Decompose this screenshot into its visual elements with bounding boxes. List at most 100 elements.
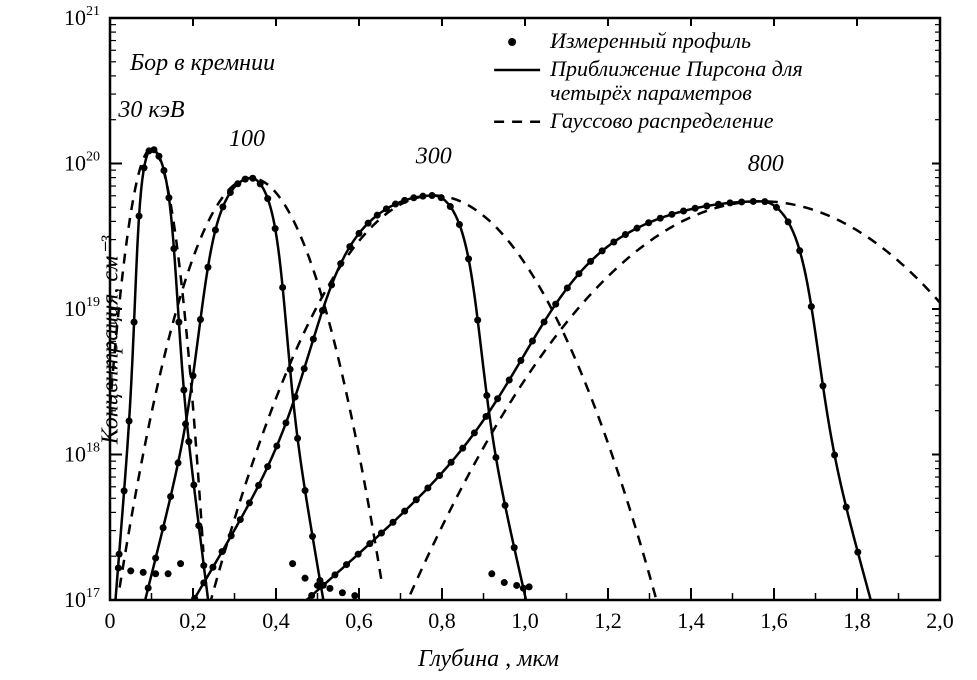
- data-point: [482, 413, 489, 420]
- data-point: [150, 146, 157, 153]
- data-point: [459, 445, 466, 452]
- data-point: [185, 438, 192, 445]
- data-point: [599, 247, 606, 254]
- data-point: [355, 551, 362, 558]
- data-point: [447, 203, 454, 210]
- data-point: [152, 555, 159, 562]
- data-point: [116, 551, 123, 558]
- data-point-outlier: [127, 567, 134, 574]
- data-point-extra: [339, 589, 346, 596]
- data-point: [474, 317, 481, 324]
- data-point: [819, 382, 826, 389]
- data-point: [365, 220, 372, 227]
- data-point: [502, 502, 509, 509]
- x-tick-label: 0,6: [345, 608, 373, 633]
- data-point: [301, 365, 308, 372]
- data-point: [703, 203, 710, 210]
- data-point: [297, 602, 304, 609]
- data-point: [167, 493, 174, 500]
- data-point: [456, 221, 463, 228]
- data-point-extra: [351, 592, 358, 599]
- data-point: [343, 561, 350, 568]
- curve-label: 100: [229, 126, 265, 152]
- data-point-outlier: [165, 570, 172, 577]
- data-point: [483, 392, 490, 399]
- data-point: [727, 199, 734, 206]
- data-point-extra: [488, 570, 495, 577]
- pearson-curve-100keV: [110, 178, 406, 680]
- data-point: [287, 366, 294, 373]
- data-point: [424, 484, 431, 491]
- data-point: [255, 482, 262, 489]
- data-point: [294, 435, 301, 442]
- data-point: [190, 372, 197, 379]
- data-point: [319, 307, 326, 314]
- data-point: [390, 519, 397, 526]
- data-point: [517, 357, 524, 364]
- data-point: [273, 442, 280, 449]
- data-point: [529, 337, 536, 344]
- data-point: [131, 319, 138, 326]
- data-point: [209, 564, 216, 571]
- data-point: [465, 255, 472, 262]
- data-point: [249, 175, 256, 182]
- data-point: [264, 195, 271, 202]
- data-point: [136, 213, 143, 220]
- data-point: [692, 205, 699, 212]
- data-point: [302, 487, 309, 494]
- plot-frame: [110, 18, 940, 600]
- legend-label: Измеренный профиль: [549, 28, 751, 53]
- x-tick-label: 1,8: [843, 608, 871, 633]
- data-point: [242, 176, 249, 183]
- data-point: [622, 231, 629, 238]
- data-point: [170, 245, 177, 252]
- data-point: [126, 418, 133, 425]
- data-point: [204, 264, 211, 271]
- legend-label: Гауссово распределение: [549, 108, 774, 133]
- data-point: [190, 481, 197, 488]
- data-point: [309, 533, 316, 540]
- data-point: [634, 225, 641, 232]
- data-point: [401, 508, 408, 515]
- data-point: [292, 394, 299, 401]
- data-point: [337, 260, 344, 267]
- data-point: [511, 544, 518, 551]
- data-point: [383, 205, 390, 212]
- data-point: [410, 194, 417, 201]
- y-tick-label: 1018: [64, 441, 100, 467]
- data-point: [200, 579, 207, 586]
- x-tick-label: 1,4: [677, 608, 705, 633]
- x-tick-label: 1,0: [511, 608, 539, 633]
- data-point: [657, 215, 664, 222]
- x-tick-label: 0,2: [179, 608, 207, 633]
- data-point: [575, 270, 582, 277]
- x-tick-label: 0,4: [262, 608, 290, 633]
- curve-label: 300: [415, 144, 452, 170]
- data-point: [785, 218, 792, 225]
- data-point: [175, 459, 182, 466]
- data-point-outlier: [177, 560, 184, 567]
- data-point: [121, 487, 128, 494]
- data-point: [228, 532, 235, 539]
- data-point: [808, 303, 815, 310]
- data-point: [160, 524, 167, 531]
- data-point-outlier: [115, 564, 122, 571]
- x-axis-label: Глубина , мкм: [0, 646, 977, 673]
- data-point: [761, 198, 768, 205]
- data-point-extra: [526, 583, 533, 590]
- data-point-outlier: [140, 569, 147, 576]
- curve-label: 30 кэВ: [117, 97, 184, 123]
- data-point: [680, 208, 687, 215]
- y-tick-label: 1021: [64, 4, 100, 30]
- data-point: [227, 189, 234, 196]
- data-point: [195, 522, 202, 529]
- data-point: [145, 585, 152, 592]
- data-point: [738, 198, 745, 205]
- data-point: [234, 180, 241, 187]
- data-point: [448, 459, 455, 466]
- data-point: [165, 194, 172, 201]
- data-point: [401, 197, 408, 204]
- data-point: [212, 227, 219, 234]
- data-point: [331, 571, 338, 578]
- legend-label: Приближение Пирсона для: [549, 56, 803, 81]
